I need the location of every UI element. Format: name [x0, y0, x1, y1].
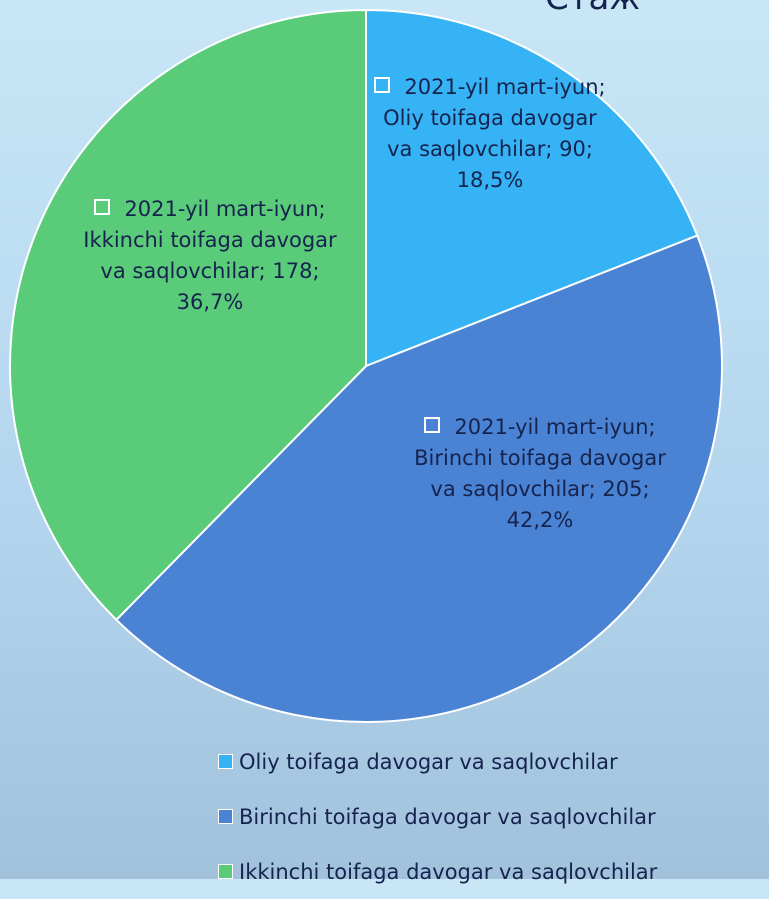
pie-slice — [114, 234, 723, 723]
legend-swatch — [218, 754, 233, 769]
data-label: 2021-yil mart-iyun; Ikkinchi toifaga dav… — [82, 194, 338, 318]
legend-swatch — [218, 809, 233, 824]
label-key — [374, 77, 391, 93]
pie-slice — [365, 8, 699, 368]
legend-item: Birinchi toifaga davogar va saqlovchilar — [218, 789, 657, 844]
data-label-text: 2021-yil mart-iyun; Birinchi toifaga dav… — [414, 415, 666, 532]
legend-label: Ikkinchi toifaga davogar va saqlovchilar — [239, 859, 658, 884]
pie-slice — [9, 8, 367, 622]
legend: Oliy toifaga davogar va saqlovchilar Biri… — [218, 734, 657, 899]
legend-item: Ikkinchi toifaga davogar va saqlovchilar — [218, 844, 657, 899]
data-label: 2021-yil mart-iyun; Oliy toifaga davogar… — [372, 72, 608, 196]
data-label-text: 2021-yil mart-iyun; Oliy toifaga davogar… — [383, 75, 606, 192]
chart-title: Стаж — [545, 0, 640, 18]
data-label-text: 2021-yil mart-iyun; Ikkinchi toifaga dav… — [83, 197, 337, 314]
legend-item: Oliy toifaga davogar va saqlovchilar — [218, 734, 657, 789]
label-key — [424, 417, 441, 433]
legend-label: Birinchi toifaga davogar va saqlovchilar — [239, 804, 656, 829]
label-key — [94, 199, 111, 215]
chart — [9, 8, 723, 723]
legend-swatch — [218, 864, 233, 879]
data-label: 2021-yil mart-iyun; Birinchi toifaga dav… — [412, 412, 668, 536]
legend-label: Oliy toifaga davogar va saqlovchilar — [239, 749, 618, 774]
